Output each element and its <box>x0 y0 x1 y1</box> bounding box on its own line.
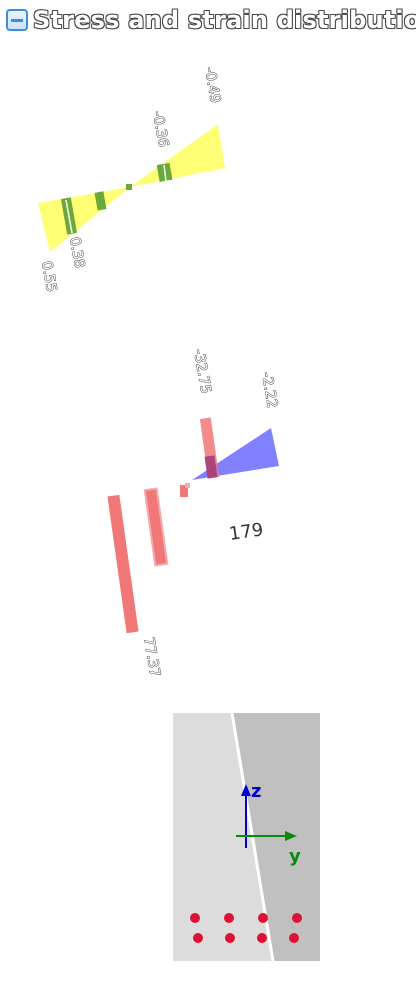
section-header: Stress and strain distribution <box>6 4 416 36</box>
compression-zone <box>173 713 272 961</box>
strain-top-label: -0.49 <box>201 66 223 104</box>
minus-square-icon[interactable] <box>6 9 28 31</box>
y-axis-arrow <box>285 831 297 841</box>
steel-top-stress-label: -32.75 <box>190 348 214 395</box>
panel-title: Stress and strain distribution <box>33 6 416 34</box>
strain-bar-line-1 <box>65 199 73 234</box>
steel-stress-bar-3 <box>180 485 188 497</box>
y-axis-label: y <box>289 846 301 867</box>
rebar <box>193 933 203 943</box>
stress-value-label: 179 <box>228 519 265 545</box>
strain-tension-wedge <box>38 187 130 252</box>
z-axis-arrow <box>241 784 251 796</box>
steel-stress-bar-1 <box>107 494 139 634</box>
z-axis-label: z <box>251 781 261 802</box>
strain-bottom-label: 0.55 <box>38 260 59 293</box>
rebar <box>190 913 200 923</box>
concrete-stress-label: -2.22 <box>258 371 280 409</box>
strain-mid-label: -0.36 <box>149 110 171 149</box>
steel-bottom-stress-label: 77.37 <box>140 636 163 678</box>
strain-bar-2 <box>94 191 107 211</box>
rebar <box>224 913 234 923</box>
cross-section: z y <box>173 712 320 962</box>
steel-stress-overlap <box>204 455 218 479</box>
steel-stress-bar-2 <box>143 487 169 567</box>
rebar-group <box>190 913 302 943</box>
rebar <box>289 933 299 943</box>
rebar <box>292 913 302 923</box>
steel-stress-bar-4 <box>185 483 190 488</box>
rebar <box>225 933 235 943</box>
rebar <box>258 913 268 923</box>
strain-diagram: -0.49 -0.36 0.38 0.55 <box>38 65 225 294</box>
strain-bar-3 <box>126 184 132 190</box>
strain-lower-label: 0.38 <box>66 236 87 269</box>
strain-bar-line-4 <box>163 164 167 182</box>
rebar <box>257 933 267 943</box>
stress-diagram: -32.75 -2.22 179 77.37 <box>107 347 281 679</box>
strain-compression-wedge <box>130 124 225 187</box>
